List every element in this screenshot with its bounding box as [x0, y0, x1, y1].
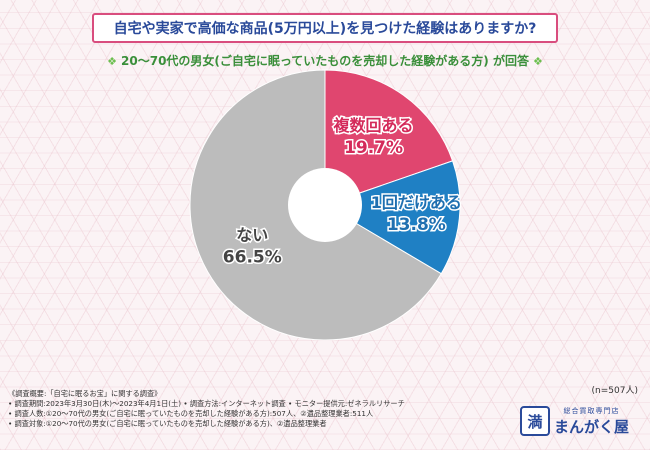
slice-label-1: 複数回ある — [333, 116, 414, 135]
footnote-line-3: • 調査人数:①20～70代の男女(ご自宅に眠っていたものを売却した経験がある方… — [8, 409, 374, 418]
slice-value-2: 13.8% — [387, 215, 446, 235]
footnote-line-4: • 調査対象:①20～70代の男女(ご自宅に眠っていたものを売却した経験がある方… — [8, 419, 327, 428]
logo-mark: 満 — [520, 406, 550, 436]
footnote-line-1: 《調査概要:「自宅に眠るお宝」に関する調査》 — [8, 389, 162, 398]
chart-title: 自宅や実家で高価な商品(5万円以上)を見つけた経験はありますか? — [92, 13, 558, 43]
survey-footnote: 《調査概要:「自宅に眠るお宝」に関する調査》 • 調査期間:2023年3月30日… — [8, 389, 405, 429]
slice-value-1: 19.7% — [344, 138, 403, 158]
logo-name: まんがく屋 — [554, 417, 630, 436]
subtitle-text: 20～70代の男女(ご自宅に眠っていたものを売却した経験がある方) が回答 — [121, 54, 529, 68]
chart-subtitle: ❖ 20～70代の男女(ご自宅に眠っていたものを売却した経験がある方) が回答 ❖ — [0, 52, 650, 69]
pie-slice-2 — [323, 160, 461, 275]
diamond-right-icon: ❖ — [532, 55, 543, 68]
company-logo: 満 総合買取専門店 まんがく屋 — [520, 402, 642, 440]
slice-label-3: ない — [236, 225, 268, 244]
diamond-left-icon: ❖ — [107, 55, 118, 68]
logo-tagline: 総合買取専門店 — [563, 406, 620, 415]
slice-value-3: 66.5% — [223, 247, 282, 267]
footnote-line-2: • 調査期間:2023年3月30日(木)～2023年4月1日(土) • 調査方法… — [8, 399, 405, 408]
donut-hole — [288, 168, 362, 242]
pie-slice-1 — [324, 69, 454, 206]
sample-size-note: (n=507人) — [591, 386, 638, 396]
slice-label-2: 1回だけある — [371, 193, 462, 212]
chart-title-text: 自宅や実家で高価な商品(5万円以上)を見つけた経験はありますか? — [113, 21, 537, 37]
